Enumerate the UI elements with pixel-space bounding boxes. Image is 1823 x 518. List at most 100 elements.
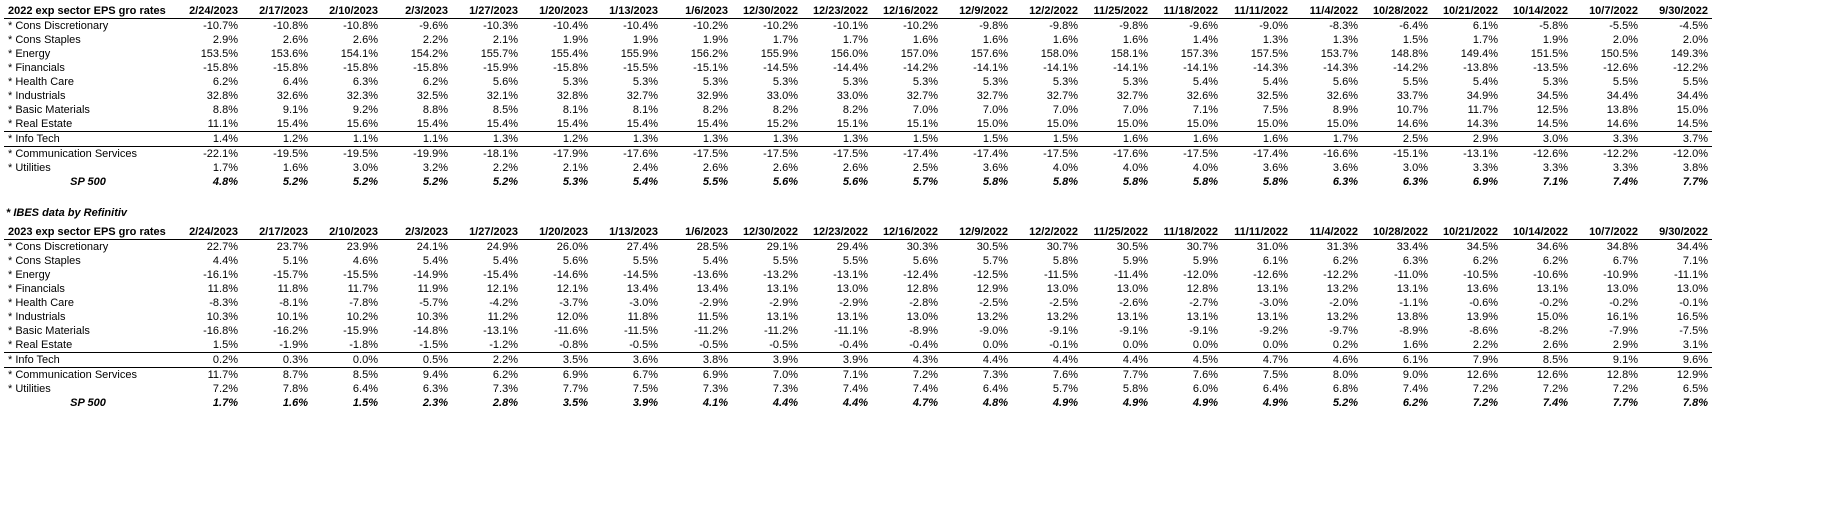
date-header: 1/6/2023 bbox=[662, 225, 732, 240]
table-row: * Cons Discretionary22.7%23.7%23.9%24.1%… bbox=[4, 240, 1712, 255]
row-label: * Cons Discretionary bbox=[4, 240, 172, 255]
data-cell: 5.9% bbox=[1082, 254, 1152, 268]
data-cell: -14.1% bbox=[1012, 61, 1082, 75]
data-cell: 3.3% bbox=[1572, 161, 1642, 175]
data-cell: 4.3% bbox=[872, 353, 942, 368]
data-cell: 15.0% bbox=[1222, 117, 1292, 132]
data-cell: 1.4% bbox=[1152, 33, 1222, 47]
sp500-cell: 6.3% bbox=[1362, 175, 1432, 189]
data-cell: 12.5% bbox=[1502, 103, 1572, 117]
data-cell: 8.7% bbox=[242, 368, 312, 383]
data-cell: -2.5% bbox=[1012, 296, 1082, 310]
data-cell: 157.6% bbox=[942, 47, 1012, 61]
data-cell: 14.3% bbox=[1432, 117, 1502, 132]
data-cell: 11.7% bbox=[1432, 103, 1502, 117]
table-row: * Cons Staples2.9%2.6%2.6%2.2%2.1%1.9%1.… bbox=[4, 33, 1712, 47]
data-cell: 9.6% bbox=[1642, 353, 1712, 368]
data-cell: 7.3% bbox=[452, 382, 522, 396]
data-cell: 29.4% bbox=[802, 240, 872, 255]
row-label: * Info Tech bbox=[4, 132, 172, 147]
data-cell: 30.3% bbox=[872, 240, 942, 255]
data-cell: 16.5% bbox=[1642, 310, 1712, 324]
sp500-cell: 5.8% bbox=[1152, 175, 1222, 189]
data-cell: 2.2% bbox=[452, 161, 522, 175]
data-cell: 0.2% bbox=[172, 353, 242, 368]
sp500-cell: 5.2% bbox=[452, 175, 522, 189]
data-cell: -17.6% bbox=[592, 147, 662, 162]
data-cell: -1.2% bbox=[452, 338, 522, 353]
sp500-cell: 5.4% bbox=[592, 175, 662, 189]
date-header: 12/2/2022 bbox=[1012, 4, 1082, 19]
data-cell: 34.4% bbox=[1572, 89, 1642, 103]
table-row: * Industrials10.3%10.1%10.2%10.3%11.2%12… bbox=[4, 310, 1712, 324]
data-cell: -17.5% bbox=[1152, 147, 1222, 162]
data-cell: 1.6% bbox=[1012, 33, 1082, 47]
data-cell: 32.6% bbox=[1292, 89, 1362, 103]
date-header: 1/20/2023 bbox=[522, 225, 592, 240]
data-cell: 13.2% bbox=[1292, 282, 1362, 296]
data-cell: 1.5% bbox=[1362, 33, 1432, 47]
sp500-row: SP 5001.7%1.6%1.5%2.3%2.8%3.5%3.9%4.1%4.… bbox=[4, 396, 1712, 410]
table-row: * Financials11.8%11.8%11.7%11.9%12.1%12.… bbox=[4, 282, 1712, 296]
data-cell: 2.2% bbox=[452, 353, 522, 368]
data-cell: 32.8% bbox=[522, 89, 592, 103]
data-cell: -0.5% bbox=[592, 338, 662, 353]
data-cell: 4.4% bbox=[1082, 353, 1152, 368]
row-label: * Energy bbox=[4, 47, 172, 61]
data-cell: 2.2% bbox=[382, 33, 452, 47]
data-cell: 8.2% bbox=[732, 103, 802, 117]
data-cell: -13.2% bbox=[732, 268, 802, 282]
sp500-cell: 4.8% bbox=[172, 175, 242, 189]
data-cell: -17.5% bbox=[802, 147, 872, 162]
data-cell: 15.4% bbox=[452, 117, 522, 132]
data-cell: -14.6% bbox=[522, 268, 592, 282]
data-cell: 13.2% bbox=[1012, 310, 1082, 324]
data-cell: 0.0% bbox=[942, 338, 1012, 353]
table-row: * Basic Materials-16.8%-16.2%-15.9%-14.8… bbox=[4, 324, 1712, 338]
data-cell: 14.5% bbox=[1642, 117, 1712, 132]
data-cell: -2.9% bbox=[732, 296, 802, 310]
data-cell: 7.7% bbox=[522, 382, 592, 396]
data-cell: 7.2% bbox=[1502, 382, 1572, 396]
data-cell: -11.1% bbox=[802, 324, 872, 338]
data-cell: -14.8% bbox=[382, 324, 452, 338]
table-row: * Communication Services11.7%8.7%8.5%9.4… bbox=[4, 368, 1712, 383]
data-cell: -5.7% bbox=[382, 296, 452, 310]
data-cell: 32.7% bbox=[942, 89, 1012, 103]
data-cell: 32.9% bbox=[662, 89, 732, 103]
data-cell: 3.8% bbox=[1642, 161, 1712, 175]
table-row: * Industrials32.8%32.6%32.3%32.5%32.1%32… bbox=[4, 89, 1712, 103]
date-header: 2/3/2023 bbox=[382, 225, 452, 240]
data-cell: 2.0% bbox=[1572, 33, 1642, 47]
data-cell: 6.2% bbox=[172, 75, 242, 89]
data-cell: 1.4% bbox=[172, 132, 242, 147]
data-cell: -11.2% bbox=[732, 324, 802, 338]
data-cell: -0.4% bbox=[872, 338, 942, 353]
table-row: * Energy-16.1%-15.7%-15.5%-14.9%-15.4%-1… bbox=[4, 268, 1712, 282]
data-cell: 5.5% bbox=[1642, 75, 1712, 89]
data-cell: -8.3% bbox=[172, 296, 242, 310]
data-cell: -10.2% bbox=[872, 19, 942, 34]
sp500-cell: 7.4% bbox=[1502, 396, 1572, 410]
data-cell: 158.0% bbox=[1012, 47, 1082, 61]
data-cell: -12.0% bbox=[1152, 268, 1222, 282]
data-cell: 12.1% bbox=[452, 282, 522, 296]
table-row: * Info Tech1.4%1.2%1.1%1.1%1.3%1.2%1.3%1… bbox=[4, 132, 1712, 147]
data-cell: -4.5% bbox=[1642, 19, 1712, 34]
row-label: * Cons Staples bbox=[4, 254, 172, 268]
sp500-cell: 5.8% bbox=[1012, 175, 1082, 189]
data-cell: 15.4% bbox=[592, 117, 662, 132]
data-cell: 13.1% bbox=[1222, 310, 1292, 324]
date-header: 1/27/2023 bbox=[452, 4, 522, 19]
data-cell: -11.0% bbox=[1362, 268, 1432, 282]
data-cell: -11.2% bbox=[662, 324, 732, 338]
data-cell: 7.7% bbox=[1082, 368, 1152, 383]
sp500-cell: 5.8% bbox=[1222, 175, 1292, 189]
date-header: 12/30/2022 bbox=[732, 225, 802, 240]
data-cell: 2.9% bbox=[1572, 338, 1642, 353]
data-cell: 3.0% bbox=[312, 161, 382, 175]
data-cell: -18.1% bbox=[452, 147, 522, 162]
data-cell: 8.0% bbox=[1292, 368, 1362, 383]
data-cell: 13.8% bbox=[1572, 103, 1642, 117]
date-header: 10/28/2022 bbox=[1362, 4, 1432, 19]
